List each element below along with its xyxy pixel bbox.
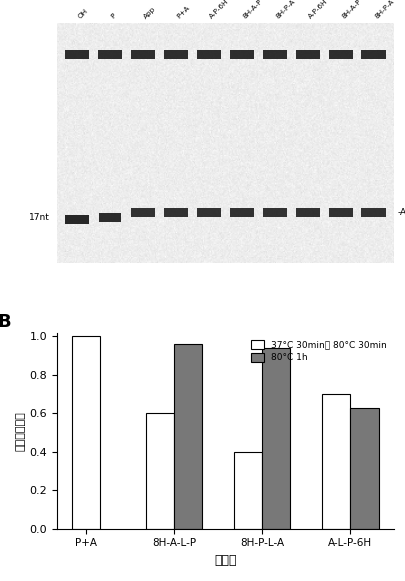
Text: App: App — [143, 5, 157, 20]
Text: A-P-6H: A-P-6H — [307, 0, 328, 20]
Bar — [196, 208, 220, 217]
Bar — [65, 215, 89, 224]
Bar — [262, 208, 286, 217]
Bar — [328, 50, 352, 59]
Bar — [295, 208, 319, 217]
Y-axis label: 腺苷酬化产率: 腺苷酬化产率 — [15, 411, 25, 450]
Text: -AppDNA: -AppDNA — [396, 208, 405, 217]
Legend: 37°C 30min， 80°C 30min, 80°C 1h: 37°C 30min， 80°C 30min, 80°C 1h — [248, 337, 388, 365]
Bar — [234, 452, 262, 529]
Bar — [322, 394, 350, 529]
Bar — [130, 208, 155, 217]
Bar — [328, 208, 352, 217]
Text: P: P — [110, 12, 117, 20]
Text: 8H-A-P: 8H-A-P — [340, 0, 361, 20]
Bar — [262, 348, 290, 529]
Bar — [163, 50, 188, 59]
Text: 8H-A-P: 8H-A-P — [241, 0, 263, 20]
Bar — [98, 50, 122, 59]
X-axis label: 酶种类: 酶种类 — [213, 554, 236, 567]
Text: A-P-6H: A-P-6H — [208, 0, 230, 20]
Bar — [163, 208, 188, 217]
Bar — [72, 336, 100, 529]
Text: OH: OH — [77, 8, 89, 20]
Text: 8H-P-A: 8H-P-A — [373, 0, 394, 20]
Text: B: B — [0, 313, 11, 331]
Bar — [130, 50, 155, 59]
Bar — [174, 344, 202, 529]
Bar — [229, 50, 253, 59]
Text: 8H-P-A: 8H-P-A — [274, 0, 296, 20]
Bar — [262, 50, 286, 59]
Text: 17nt: 17nt — [29, 213, 50, 222]
Text: P+A: P+A — [175, 5, 191, 20]
Bar — [65, 50, 89, 59]
Bar — [196, 50, 220, 59]
Bar — [229, 208, 253, 217]
Bar — [360, 50, 385, 59]
Bar — [350, 408, 377, 529]
Bar — [295, 50, 319, 59]
Bar — [99, 213, 121, 222]
Bar — [146, 413, 174, 529]
Bar — [360, 208, 385, 217]
